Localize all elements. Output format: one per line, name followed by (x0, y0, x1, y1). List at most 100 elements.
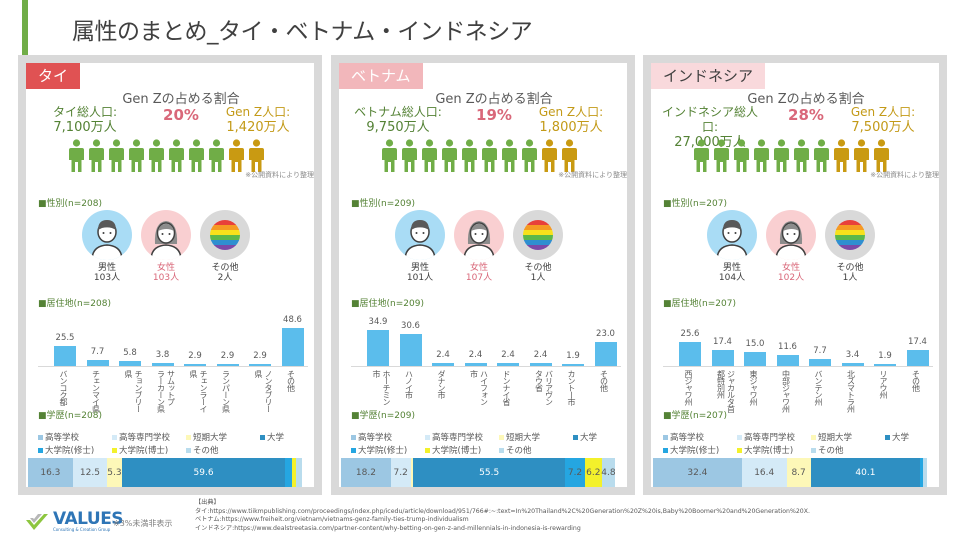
education-stacked-bar: 16.3 12.5 5.3 59.6 (28, 458, 302, 487)
person-icon (402, 139, 417, 172)
title-accent-bar (22, 0, 28, 55)
gender-count: 1人 (842, 273, 858, 283)
rainbow-flag-icon (200, 210, 250, 260)
genz-share-percent: 20% (163, 106, 199, 124)
public-data-note: ※公開資料により整理 (870, 171, 939, 179)
legend-label: 高等学校 (670, 433, 705, 443)
residence-category-label: チェンマイ県 (91, 370, 101, 412)
population-pictogram (68, 139, 265, 173)
residence-bar (529, 363, 552, 366)
residence-value-label: 25.6 (680, 328, 700, 339)
legend-label: 高等専門学校 (432, 433, 484, 443)
residence-value-label: 2.9 (188, 350, 202, 361)
genz-share-title: Gen Zの占める割合 (435, 92, 553, 107)
person-icon (694, 139, 709, 172)
genz-population: Gen Z人口: 7,500万人 (833, 105, 933, 135)
residence-bar (249, 363, 271, 366)
genz-population-value: 7,500万人 (851, 120, 915, 135)
residence-value-label: 5.8 (123, 348, 137, 359)
legend-label: 短期大学 (506, 433, 541, 443)
public-data-note: ※公開資料により整理 (558, 171, 627, 179)
legend-label: 大学 (580, 433, 598, 443)
person-icon (209, 139, 224, 172)
genz-person-icon (229, 139, 244, 172)
legend-label: 大学院(博士) (119, 446, 169, 456)
residence-category-label: ノンタブリー 県 (254, 370, 273, 412)
residence-bar (367, 329, 389, 366)
source-vietnam: ベトナム:https://www.freiheit.org/vietnam/vi… (195, 516, 469, 523)
legend-item: 大学 (885, 431, 925, 443)
education-segment: 5.3 (107, 458, 122, 487)
residence-category-label: ダナン市 (437, 370, 446, 398)
legend-item: その他 (186, 444, 254, 456)
residence-section-title: 居住地(n=207) (663, 296, 736, 309)
legend-item: 短期大学 (186, 431, 254, 443)
person-icon (774, 139, 789, 172)
source-indonesia: インドネシア:https://www.dealstreetasia.com/pa… (195, 524, 581, 532)
legend-swatch (186, 447, 191, 453)
legend-label: 大学 (267, 433, 285, 443)
female-avatar-icon (766, 210, 816, 260)
residence-value-label: 34.9 (368, 316, 388, 327)
person-icon (442, 139, 457, 172)
residence-value-label: 3.8 (155, 350, 170, 361)
residence-value-label: 2.4 (436, 350, 450, 361)
residence-bar (464, 363, 487, 366)
country-tab: タイ (26, 63, 81, 89)
legend-item: 高等学校 (663, 431, 731, 443)
genz-share-percent: 28% (788, 106, 824, 124)
residence-category-label: その他 (599, 370, 609, 391)
male-avatar-icon (395, 210, 445, 260)
legend-item: 短期大学 (811, 431, 879, 443)
legend-label: 大学院(修士) (45, 446, 95, 456)
total-population-value: 7,100万人 (53, 120, 117, 135)
legend-item: 高等専門学校 (425, 431, 493, 443)
legend-item: 大学院(博士) (112, 444, 180, 456)
residence-bar (216, 363, 239, 366)
residence-section-title: 居住地(n=209) (351, 296, 424, 309)
legend-swatch (425, 434, 430, 440)
residence-value-label: 11.6 (778, 342, 797, 353)
legend-item: 大学 (260, 431, 300, 443)
education-legend: 高等学校 高等専門学校 短期大学 大学 大学院(修士) 大学院(博士) その他 (351, 431, 626, 456)
residence-category-label: バンコク都 (59, 370, 68, 405)
residence-bar (594, 341, 617, 366)
threshold-note: ※3%未満非表示 (113, 519, 173, 528)
genz-person-icon (249, 139, 264, 172)
legend-swatch (112, 434, 117, 440)
residence-bar (744, 351, 766, 366)
residence-bar (874, 364, 896, 366)
residence-value-label: 2.4 (501, 350, 515, 361)
gender-item: その他 1人 (825, 210, 875, 283)
source-thailand: タイ:https://www.tiikmpublishing.com/proce… (195, 507, 810, 515)
gender-count: 2人 (217, 273, 233, 283)
legend-swatch (425, 447, 430, 453)
legend-item: 大学 (573, 431, 613, 443)
total-population: タイ総人口: 7,100万人 (30, 105, 140, 135)
residence-bar (776, 355, 799, 366)
male-avatar-icon (82, 210, 132, 260)
legend-label: 高等専門学校 (119, 433, 171, 443)
residence-value-label: 2.4 (533, 350, 548, 361)
total-population: ベトナム総人口: 9,750万人 (343, 105, 453, 135)
residence-category-label: チェンラーイ 県 (189, 370, 208, 412)
residence-value-label: 7.7 (813, 345, 827, 356)
residence-bar (711, 349, 734, 366)
legend-swatch (499, 434, 504, 440)
legend-swatch (737, 434, 742, 440)
legend-label: その他 (818, 446, 844, 456)
residence-chart: 34.9 ホーチミン 市 30.6 ハノイ市 2.4 ダナン市 2.4 ハイフォン 市 2.4 ド… (351, 311, 621, 421)
education-segment (292, 458, 297, 487)
legend-item: 大学院(博士) (425, 444, 493, 456)
legend-swatch (663, 447, 668, 453)
country-panel-0: タイ Gen Zの占める割合 20% タイ総人口: 7,100万人 Gen Z人口: 1,4… (18, 55, 322, 495)
public-data-note: ※公開資料により整理 (245, 171, 314, 179)
gender-label: その他 (524, 263, 552, 273)
education-segment (923, 458, 927, 487)
residence-value-label: 30.6 (401, 321, 420, 332)
person-icon (169, 139, 184, 172)
genz-person-icon (854, 139, 869, 172)
residence-category-label: 西ジャワ州 (684, 370, 693, 405)
legend-label: 大学院(修士) (358, 446, 408, 456)
gender-breakdown: 男性 101人 女性 107人 その他 1人 (395, 210, 563, 283)
